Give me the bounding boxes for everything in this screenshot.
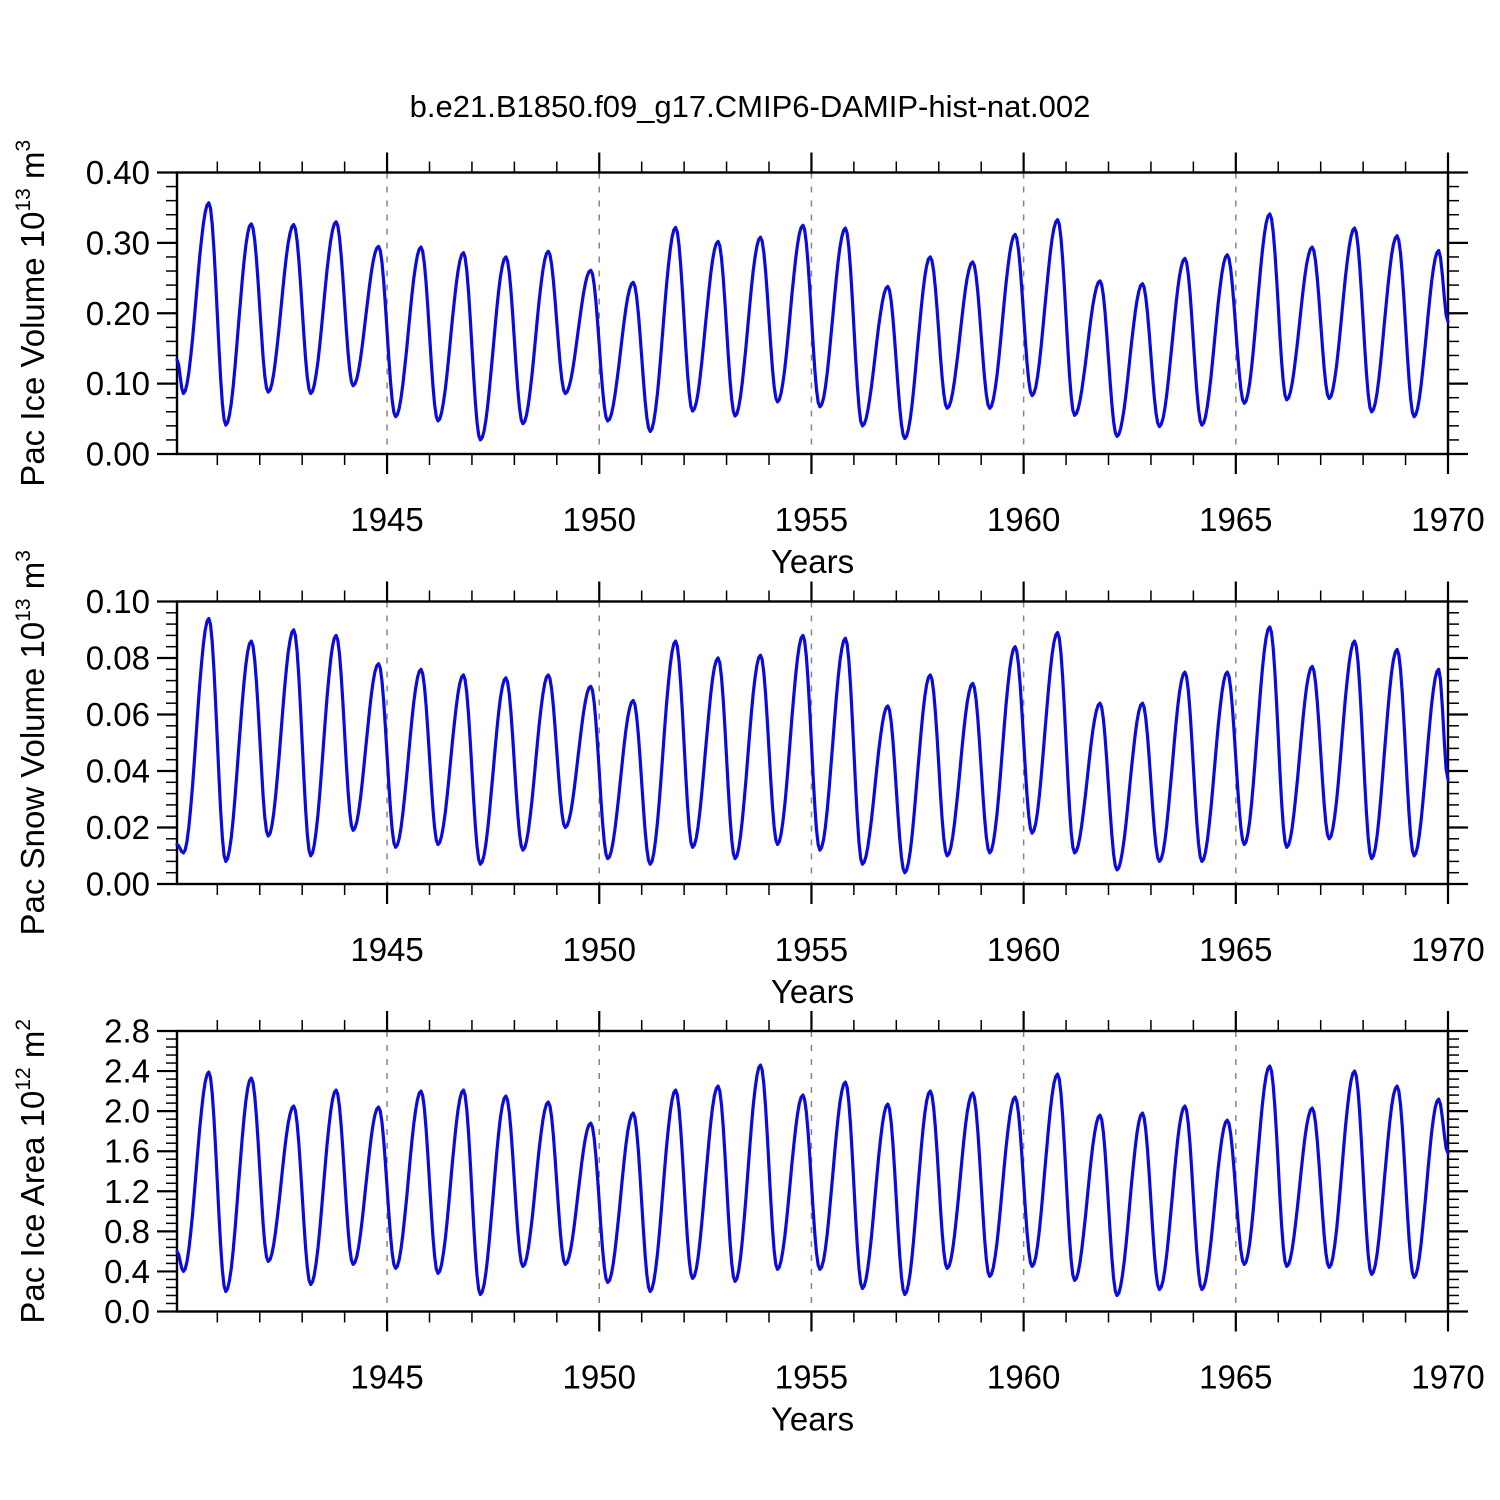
panel-pac-snow-volume: 0.00 0.02 0.04 0.06 0.08 0.10 1945 1950 1955 1960… [12,550,1485,1010]
x-tick-label: 1945 [350,1359,423,1396]
x-tick-label: 1945 [350,931,423,968]
x-tick-label: 1955 [775,501,848,538]
series-line-pac-ice-area [175,1063,1450,1298]
y-tick-label: 0.00 [86,866,150,903]
figure-title: b.e21.B1850.f09_g17.CMIP6-DAMIP-hist-nat… [410,89,1091,124]
y-tick-label: 0.30 [86,224,150,261]
y-tick-label: 0.02 [86,809,150,846]
y-tick-label: 2.0 [104,1093,150,1130]
y-tick-label: 0.08 [86,640,150,677]
x-tick-label: 1970 [1411,501,1484,538]
series-line-pac-snow-volume [175,616,1450,875]
x-tick-label: 1960 [987,1359,1060,1396]
x-tick-label: 1960 [987,931,1060,968]
y-tick-label: 1.2 [104,1173,150,1210]
x-tick-label: 1965 [1199,931,1272,968]
y-tick-label: 0.10 [86,365,150,402]
x-axis-title: Years [771,973,854,1010]
y-tick-label: 0.04 [86,753,150,790]
x-ticks [216,152,1450,474]
y-tick-label: 2.4 [104,1053,150,1090]
x-axis-title: Years [771,1401,854,1438]
series-line-pac-ice-volume [175,201,1450,442]
x-axis-title: Years [771,543,854,580]
x-tick-label: 1965 [1199,1359,1272,1396]
y-ticks [157,1029,1468,1313]
y-tick-label: 0.20 [86,295,150,332]
y-axis-title: Pac Snow Volume 1013 m3 [12,550,51,935]
y-ticks [157,600,1468,886]
x-tick-label: 1970 [1411,931,1484,968]
panel-pac-ice-area: 0.00.40.81.21.62.02.42.8 1945 1950 1955 1960… [12,1011,1485,1438]
panel-pac-ice-volume: 0.00 0.10 0.20 0.30 0.40 1945 1950 1955 1960 1965… [12,140,1485,580]
x-tick-label: 1960 [987,501,1060,538]
y-tick-label: 0.06 [86,696,150,733]
x-tick-label: 1955 [775,931,848,968]
x-tick-label: 1965 [1199,501,1272,538]
y-ticks [157,171,1468,456]
x-tick-label: 1950 [563,501,636,538]
x-tick-label: 1970 [1411,1359,1484,1396]
x-tick-label: 1955 [775,1359,848,1396]
x-ticks [216,1011,1450,1332]
x-ticks [216,581,1450,904]
y-tick-label: 2.8 [104,1013,150,1050]
y-tick-label: 0.8 [104,1213,150,1250]
y-axis-title: Pac Ice Area 1012 m2 [12,1019,51,1324]
y-axis-title: Pac Ice Volume 1013 m3 [12,140,51,487]
y-tick-label: 0.4 [104,1253,150,1290]
y-tick-label: 0.40 [86,154,150,191]
x-tick-label: 1950 [563,1359,636,1396]
y-tick-label: 1.6 [104,1133,150,1170]
x-tick-label: 1950 [563,931,636,968]
y-tick-label: 0.10 [86,583,150,620]
y-tick-label: 0.0 [104,1293,150,1330]
x-tick-label: 1945 [350,501,423,538]
y-tick-label: 0.00 [86,436,150,473]
